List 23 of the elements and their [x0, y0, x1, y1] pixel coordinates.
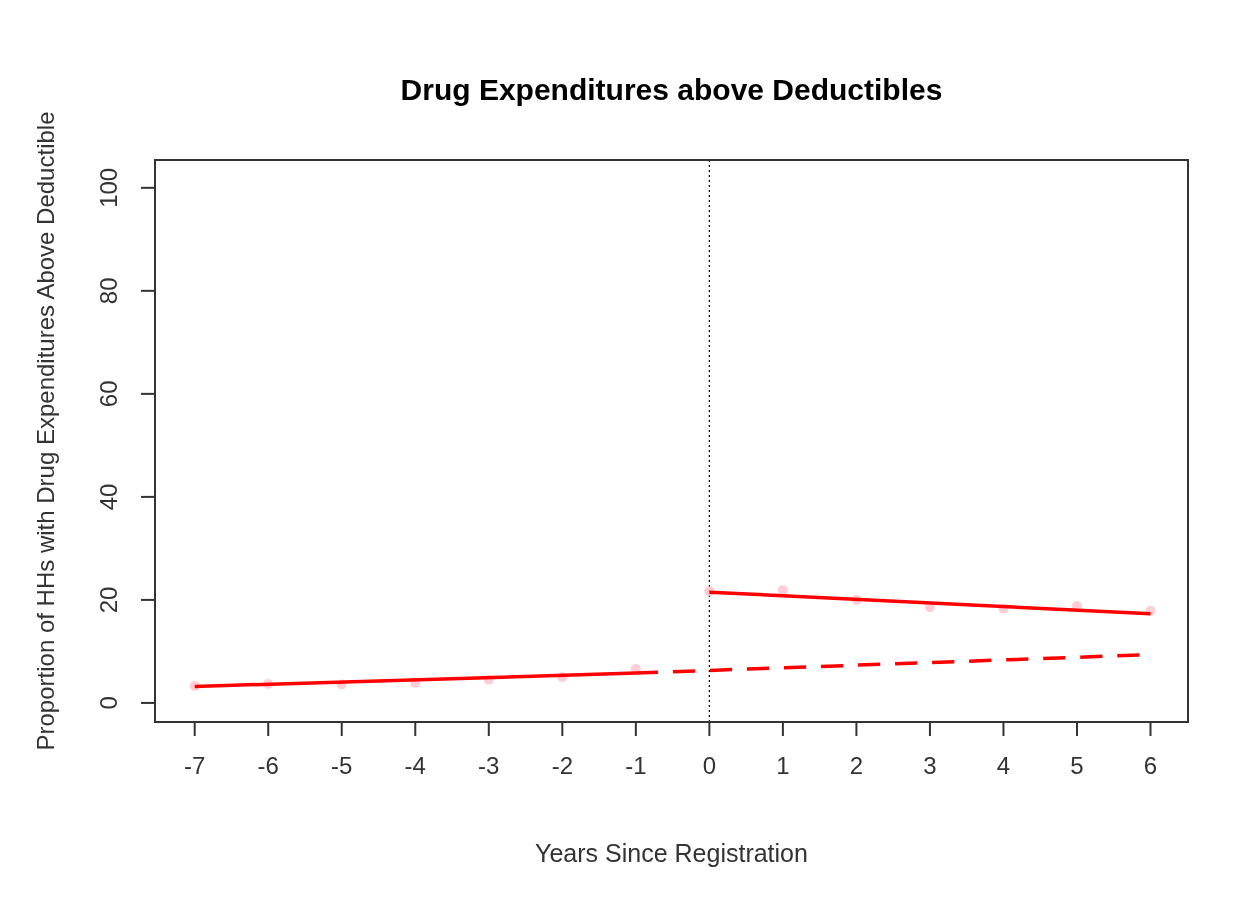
y-tick-label: 40 — [95, 483, 122, 511]
x-tick-label: -7 — [184, 752, 206, 779]
y-axis-title: Proportion of HHs with Drug Expenditures Above Deductible — [32, 111, 59, 751]
y-tick-label: 100 — [95, 167, 122, 208]
y-tick-label: 0 — [95, 696, 122, 710]
x-tick-label: -1 — [625, 752, 647, 779]
x-axis-title: Years Since Registration — [535, 839, 808, 867]
x-tick-label: 4 — [996, 752, 1011, 779]
x-tick-label: 5 — [1070, 752, 1084, 779]
x-tick-label: 3 — [923, 752, 937, 779]
x-tick-label: 6 — [1143, 752, 1158, 779]
x-tick-label: 2 — [849, 752, 864, 779]
y-tick-label: 80 — [95, 277, 122, 305]
x-tick-label: -6 — [257, 752, 279, 779]
chart-title: Drug Expenditures above Deductibles — [400, 73, 943, 106]
x-tick-label: -5 — [331, 752, 353, 779]
x-tick-label: 0 — [702, 752, 717, 779]
x-tick-label: -3 — [478, 752, 500, 779]
x-tick-label: 1 — [776, 752, 790, 779]
x-tick-label: -4 — [404, 752, 426, 779]
x-tick-label: -2 — [551, 752, 573, 779]
y-tick-label: 60 — [95, 380, 122, 408]
y-tick-label: 20 — [95, 586, 122, 614]
